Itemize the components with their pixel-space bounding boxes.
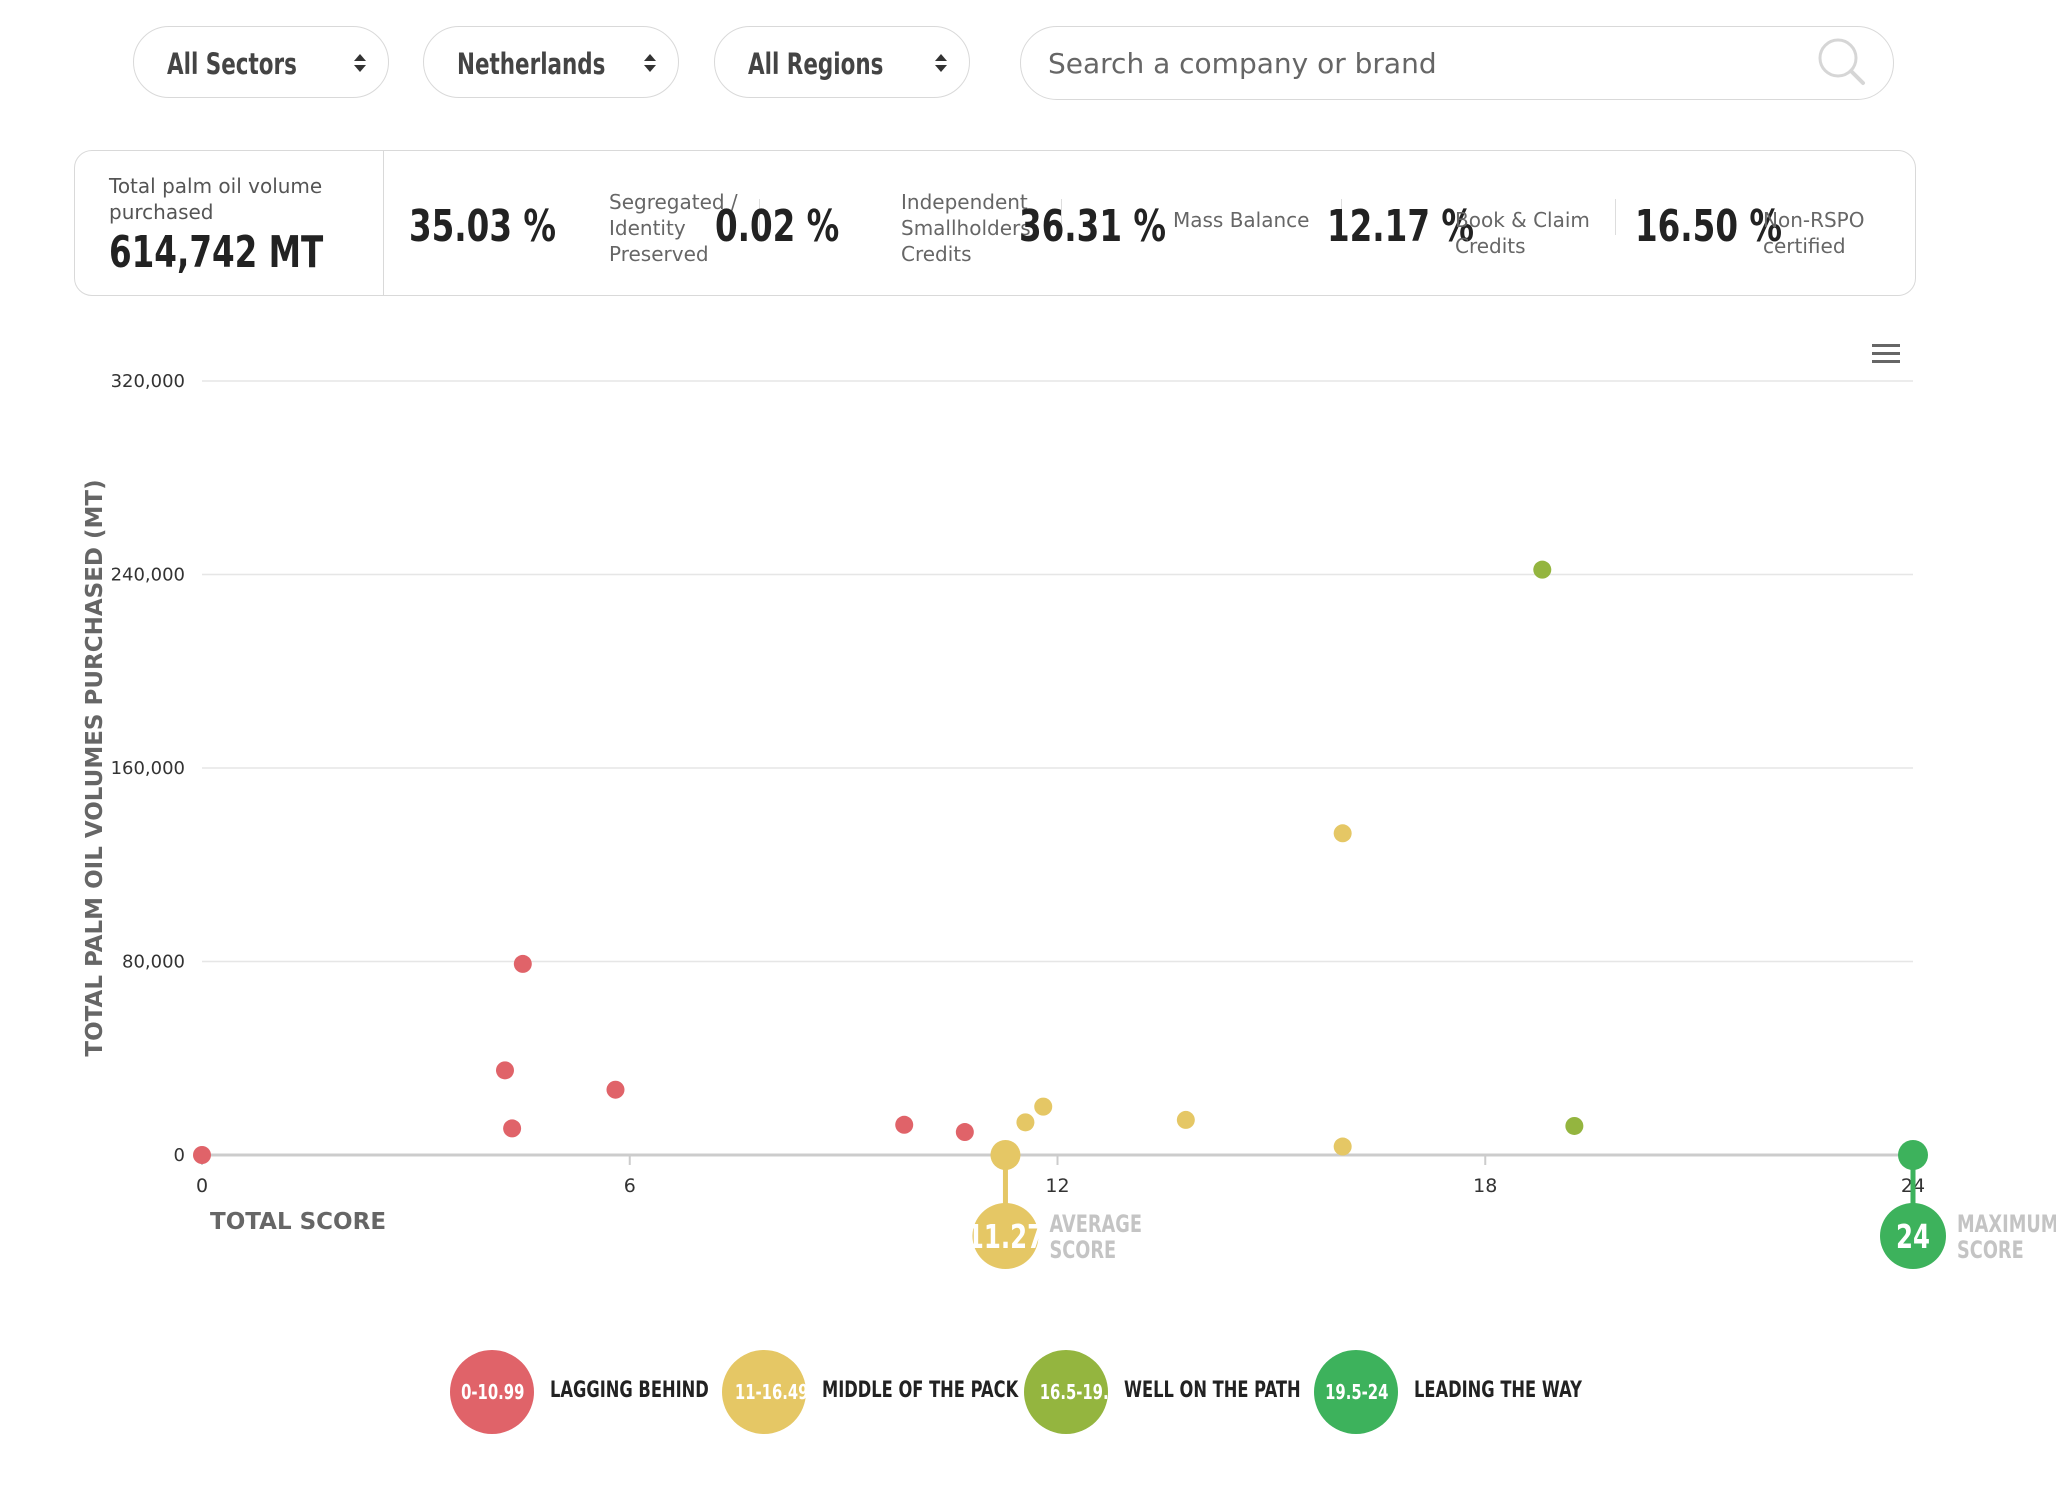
metric-label: Segregated / Identity Preserved — [609, 190, 738, 266]
score-marker-label: MAXIMUM — [1957, 1209, 2056, 1237]
score-marker-dot — [990, 1140, 1021, 1170]
sort-arrows-icon — [354, 54, 366, 74]
x-tick-label: 12 — [1045, 1175, 1069, 1197]
metric-value: 0.02 % — [715, 201, 840, 252]
score-marker-value: 24 — [1896, 1217, 1930, 1256]
total-volume-box: Total palm oil volume purchased 614,742 … — [75, 151, 384, 295]
data-point — [1176, 1110, 1195, 1129]
summary-panel: Total palm oil volume purchased 614,742 … — [74, 150, 1916, 296]
chart-menu-icon[interactable] — [1872, 344, 1900, 366]
data-point — [495, 1061, 514, 1080]
metric-divider — [1061, 199, 1062, 235]
data-point — [895, 1115, 914, 1134]
metric-label: Independent Smallholders Credits — [901, 190, 1031, 266]
metric-value: 35.03 % — [409, 201, 556, 252]
region-select-value: All Regions — [748, 47, 884, 81]
y-tick-label: 160,000 — [111, 758, 185, 779]
legend-label: LAGGING BEHIND — [550, 1378, 709, 1403]
search-input[interactable] — [1020, 26, 1894, 100]
legend-label: LEADING THE WAY — [1414, 1378, 1582, 1403]
metric-divider — [1341, 199, 1342, 235]
x-tick-label: 18 — [1473, 1175, 1497, 1197]
metric-divider — [1615, 199, 1616, 235]
metric-label: Book & Claim Credits — [1455, 208, 1590, 258]
score-marker-value: 11.27 — [967, 1217, 1044, 1256]
sector-select[interactable]: All Sectors — [133, 26, 389, 98]
sector-select-value: All Sectors — [167, 47, 297, 81]
legend-label: WELL ON THE PATH — [1124, 1378, 1301, 1403]
region-select[interactable]: All Regions — [714, 26, 970, 98]
score-marker-dot — [1898, 1140, 1928, 1170]
sort-arrows-icon — [644, 54, 656, 74]
sort-arrows-icon — [935, 54, 947, 74]
x-tick-label: 6 — [624, 1175, 636, 1197]
data-point — [1333, 824, 1352, 843]
metric-label: Mass Balance — [1173, 208, 1310, 232]
legend-range-badge: 19.5-24 — [1314, 1350, 1398, 1434]
total-volume-label: Total palm oil volume purchased — [109, 174, 323, 224]
data-point — [1016, 1113, 1035, 1132]
total-volume-value: 614,742 MT — [109, 227, 324, 278]
data-point — [1533, 560, 1552, 579]
y-tick-label: 0 — [174, 1145, 185, 1166]
metric-divider — [759, 199, 760, 235]
data-point — [1333, 1137, 1352, 1156]
legend-range-badge: 16.5-19.49 — [1024, 1350, 1129, 1434]
legend-range-badge: 11-16.49 — [722, 1350, 808, 1434]
y-tick-label: 320,000 — [111, 371, 185, 392]
country-select[interactable]: Netherlands — [423, 26, 679, 98]
score-marker-label: AVERAGE — [1049, 1209, 1142, 1237]
data-point — [193, 1146, 211, 1164]
score-marker-badge — [1880, 1203, 1946, 1269]
metric-value: 12.17 % — [1327, 201, 1474, 252]
x-tick-label: 0 — [196, 1175, 208, 1197]
metric-value: 16.50 % — [1635, 201, 1782, 252]
score-marker-label: SCORE — [1049, 1235, 1116, 1263]
y-tick-label: 240,000 — [111, 565, 185, 586]
data-point — [513, 954, 532, 973]
score-marker-label: SCORE — [1957, 1235, 2024, 1263]
legend-range-badge: 0-10.99 — [450, 1350, 534, 1434]
x-axis-title: TOTAL SCORE — [210, 1209, 386, 1235]
legend-label: MIDDLE OF THE PACK — [822, 1378, 1019, 1403]
score-marker-badge — [972, 1203, 1039, 1269]
country-select-value: Netherlands — [457, 47, 606, 81]
metric-value: 36.31 % — [1019, 201, 1166, 252]
search-icon[interactable] — [1816, 36, 1868, 88]
metric-label: Non-RSPO certified — [1763, 208, 1865, 258]
data-point — [503, 1119, 522, 1138]
data-point — [1034, 1097, 1053, 1116]
scatter-chart: 0 80,000 160,000 240,000 320,000 0 6 12 18 24 TOTA… — [82, 371, 2056, 1269]
data-point — [1565, 1116, 1584, 1135]
y-tick-label: 80,000 — [122, 952, 185, 973]
y-axis-title: TOTAL PALM OIL VOLUMES PURCHASED (MT) — [82, 479, 108, 1056]
data-point — [606, 1080, 625, 1099]
data-point — [955, 1123, 974, 1142]
